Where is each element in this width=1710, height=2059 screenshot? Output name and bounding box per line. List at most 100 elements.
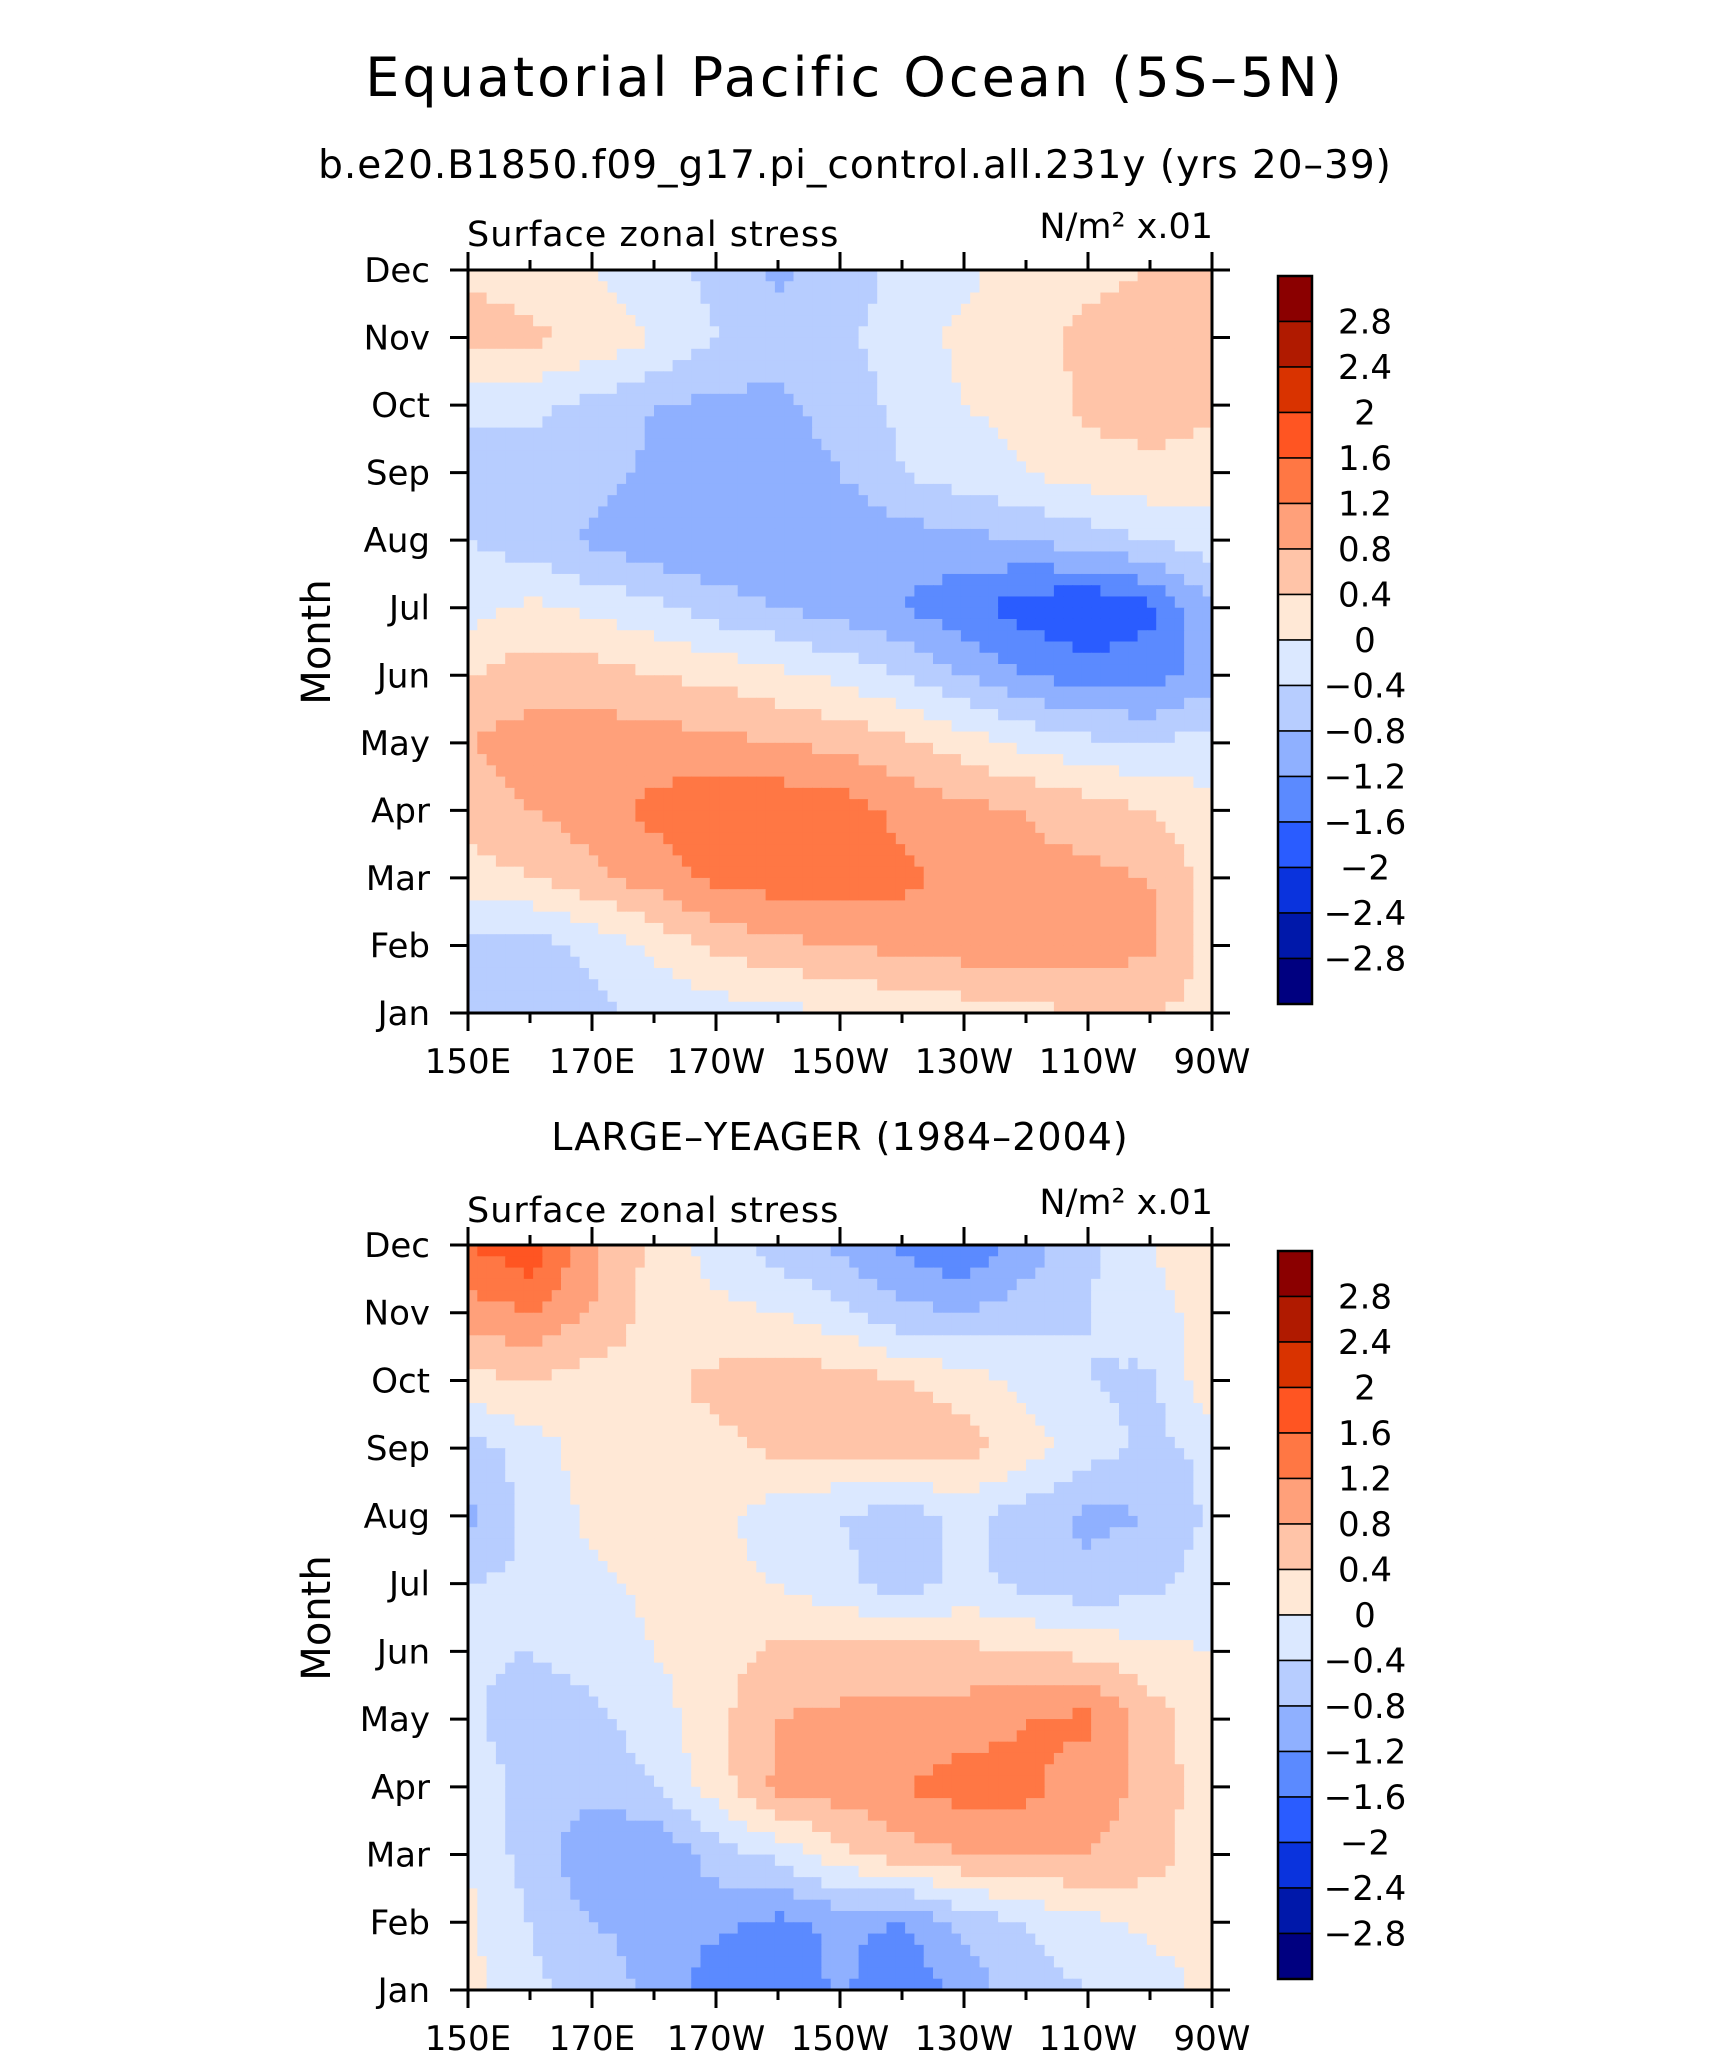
heatmap-cell bbox=[1137, 686, 1148, 699]
heatmap-cell bbox=[998, 573, 1008, 586]
heatmap-cell bbox=[998, 776, 1008, 789]
heatmap-cell bbox=[691, 844, 702, 856]
heatmap-cell bbox=[728, 855, 739, 868]
heatmap-cell bbox=[1053, 348, 1064, 361]
heatmap-cell bbox=[1146, 889, 1157, 902]
heatmap-cell bbox=[477, 630, 488, 643]
heatmap-cell bbox=[1026, 776, 1036, 789]
heatmap-cell bbox=[561, 630, 571, 643]
heatmap-cell bbox=[830, 618, 841, 631]
heatmap-cell bbox=[840, 326, 850, 339]
heatmap-cell bbox=[830, 270, 841, 282]
heatmap-cell bbox=[737, 540, 748, 553]
heatmap-cell bbox=[840, 438, 850, 451]
heatmap-cell bbox=[1044, 832, 1055, 845]
heatmap-cell bbox=[812, 742, 822, 755]
heatmap-cell bbox=[681, 731, 692, 744]
heatmap-cell bbox=[681, 596, 692, 609]
heatmap-cell bbox=[523, 517, 534, 530]
heatmap-cell bbox=[867, 528, 878, 541]
heatmap-cell bbox=[1063, 337, 1074, 350]
heatmap-cell bbox=[719, 562, 729, 575]
heatmap-cell bbox=[663, 540, 674, 553]
heatmap-cell bbox=[998, 866, 1008, 879]
heatmap-cell bbox=[561, 528, 571, 541]
heatmap-cell bbox=[1109, 810, 1120, 823]
heatmap-cell bbox=[681, 517, 692, 530]
heatmap-cell bbox=[933, 765, 943, 778]
heatmap-cell bbox=[1026, 630, 1036, 643]
heatmap-cell bbox=[1156, 450, 1167, 462]
heatmap-cell bbox=[1026, 607, 1036, 620]
heatmap-cell bbox=[1119, 889, 1129, 902]
heatmap-cell bbox=[719, 337, 729, 350]
heatmap-cell bbox=[830, 450, 841, 462]
heatmap-cell bbox=[830, 810, 841, 823]
heatmap-cell bbox=[505, 742, 516, 755]
heatmap-cell bbox=[1044, 720, 1055, 733]
heatmap-cell bbox=[1007, 956, 1018, 969]
heatmap-cell bbox=[793, 945, 804, 958]
heatmap-cell bbox=[719, 641, 729, 654]
heatmap-cell bbox=[960, 326, 971, 339]
heatmap-cell bbox=[970, 765, 981, 778]
heatmap-cell bbox=[1044, 528, 1055, 541]
heatmap-cell bbox=[830, 315, 841, 327]
heatmap-cell bbox=[1007, 270, 1018, 282]
heatmap-cell bbox=[877, 799, 888, 811]
heatmap-cell bbox=[1063, 382, 1074, 395]
heatmap-cell bbox=[1174, 709, 1185, 721]
heatmap-cell bbox=[616, 866, 627, 879]
heatmap-cell bbox=[923, 697, 934, 710]
heatmap-cell bbox=[1174, 472, 1185, 485]
heatmap-cell bbox=[1202, 720, 1213, 733]
heatmap-cell bbox=[728, 540, 739, 553]
heatmap-cell bbox=[644, 461, 655, 474]
heatmap-cell bbox=[672, 281, 683, 294]
heatmap-cell bbox=[812, 754, 822, 766]
heatmap-cell bbox=[802, 652, 813, 665]
heatmap-cell bbox=[1016, 618, 1027, 631]
heatmap-cell bbox=[1063, 405, 1074, 417]
heatmap-cell bbox=[728, 382, 739, 395]
heatmap-cell bbox=[877, 506, 888, 519]
heatmap-cell bbox=[933, 731, 943, 744]
heatmap-cell bbox=[1035, 922, 1046, 935]
heatmap-cell bbox=[1165, 844, 1176, 856]
heatmap-cell bbox=[793, 540, 804, 553]
heatmap-cell bbox=[970, 720, 981, 733]
heatmap-cell bbox=[561, 483, 571, 496]
heatmap-cell bbox=[914, 697, 925, 710]
heatmap-cell bbox=[802, 326, 813, 339]
heatmap-cell bbox=[1026, 303, 1036, 316]
heatmap-cell bbox=[1165, 528, 1176, 541]
heatmap-cell bbox=[551, 889, 562, 902]
heatmap-cell bbox=[812, 585, 822, 598]
heatmap-cell bbox=[979, 810, 990, 823]
heatmap-cell bbox=[849, 664, 860, 676]
heatmap-cell bbox=[616, 495, 627, 508]
heatmap-cell bbox=[1128, 832, 1139, 845]
heatmap-cell bbox=[1156, 900, 1167, 913]
heatmap-cell bbox=[1091, 686, 1101, 699]
heatmap-cell bbox=[719, 754, 729, 766]
heatmap-cell bbox=[1081, 585, 1092, 598]
heatmap-cell bbox=[533, 562, 543, 575]
heatmap-cell bbox=[774, 551, 785, 564]
heatmap-cell bbox=[477, 641, 488, 654]
heatmap-cell bbox=[765, 900, 776, 913]
heatmap-cell bbox=[849, 787, 860, 800]
heatmap-cell bbox=[700, 844, 711, 856]
heatmap-cell bbox=[802, 934, 813, 947]
heatmap-cell bbox=[588, 967, 599, 980]
heatmap-cell bbox=[812, 889, 822, 902]
heatmap-cell bbox=[1174, 911, 1185, 924]
heatmap-cell bbox=[765, 438, 776, 451]
heatmap-cell bbox=[486, 765, 497, 778]
heatmap-cell bbox=[719, 517, 729, 530]
heatmap-cell bbox=[533, 405, 543, 417]
heatmap-cell bbox=[1026, 393, 1036, 406]
heatmap-cell bbox=[523, 405, 534, 417]
heatmap-cell bbox=[588, 472, 599, 485]
heatmap-cell bbox=[1100, 922, 1111, 935]
